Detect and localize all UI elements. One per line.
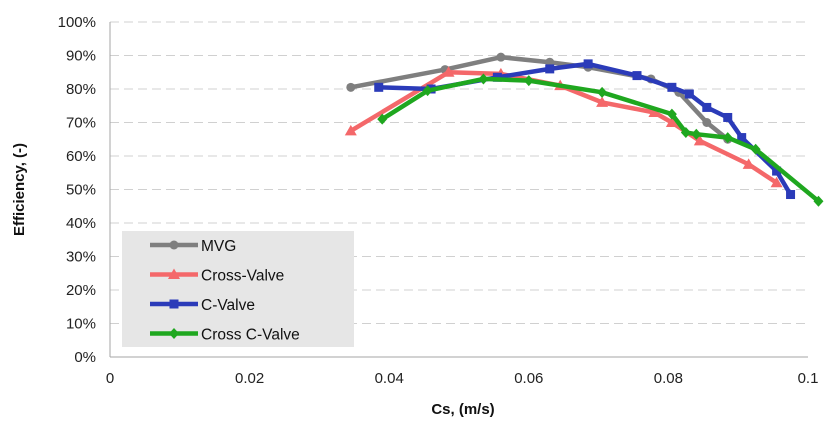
data-point (496, 52, 506, 62)
legend-label: C-Valve (201, 297, 255, 314)
y-tick-label: 70% (66, 115, 96, 132)
legend-swatch-marker (168, 268, 180, 279)
data-point (665, 116, 678, 127)
legend-items: MVG Cross-Valve C-Valve Cross C-Valve (150, 238, 300, 344)
x-tick-label: 0 (106, 370, 114, 387)
data-point (596, 96, 609, 107)
y-tick-label: 20% (66, 282, 96, 299)
x-tick-label: 0.02 (235, 370, 264, 387)
x-tick-label: 0.1 (798, 370, 819, 387)
legend-item: Cross C-Valve (150, 327, 300, 344)
y-tick-label: 90% (66, 48, 96, 65)
axes (109, 22, 808, 358)
data-point (583, 59, 593, 69)
x-tick-label: 0.06 (514, 370, 543, 387)
data-point (722, 132, 733, 144)
data-point (772, 166, 782, 176)
y-tick-label: 10% (66, 316, 96, 333)
data-point (723, 112, 733, 122)
series (377, 73, 824, 207)
data-point (770, 176, 783, 188)
data-point (737, 133, 747, 143)
data-point (666, 108, 677, 120)
data-point (667, 82, 677, 92)
legend-label: Cross-Valve (201, 268, 284, 285)
gridlines (110, 21, 808, 324)
legend: MVG Cross-Valve C-Valve Cross C-Valve (122, 231, 354, 347)
x-axis-title: Cs, (m/s) (431, 401, 494, 418)
data-point (344, 124, 357, 136)
data-point (742, 158, 755, 169)
y-tick-label: 60% (66, 148, 96, 165)
y-tick-label: 40% (66, 215, 96, 232)
data-point (680, 127, 691, 139)
data-point (632, 71, 642, 81)
data-point (346, 82, 356, 92)
data-point (442, 66, 455, 77)
data-point (786, 190, 796, 200)
data-point (813, 195, 824, 207)
legend-swatch-marker (169, 299, 179, 309)
legend-item: Cross-Valve (150, 268, 284, 285)
legend-label: Cross C-Valve (201, 327, 300, 344)
y-tick-label: 0% (74, 349, 96, 366)
legend-item: C-Valve (150, 297, 255, 314)
series-line (379, 76, 821, 204)
y-tick-label: 50% (66, 182, 96, 199)
x-tick-label: 0.08 (654, 370, 683, 387)
data-point (422, 85, 433, 97)
legend-label: MVG (201, 238, 236, 255)
legend-swatch-marker (169, 328, 179, 339)
y-tick-label: 80% (66, 81, 96, 98)
legend-item: MVG (150, 238, 236, 255)
y-tick-label: 30% (66, 249, 96, 266)
data-point (523, 75, 534, 87)
data-point (478, 73, 489, 85)
data-point (702, 118, 712, 127)
x-axis-ticks: 0 0.02 0.04 0.06 0.08 0.1 (106, 370, 819, 387)
data-point (374, 82, 384, 92)
data-point (693, 134, 706, 146)
data-point (648, 106, 661, 117)
data-point (597, 86, 608, 98)
series-line (348, 70, 779, 186)
series-line (376, 61, 793, 197)
y-axis-title: Efficiency, (-) (11, 143, 28, 236)
data-point (545, 64, 555, 74)
data-point (684, 89, 694, 99)
data-point (691, 128, 702, 140)
legend-background (122, 231, 354, 347)
data-point (750, 143, 761, 155)
data-point (377, 113, 388, 125)
y-tick-label: 100% (58, 14, 96, 31)
y-axis-ticks: 0% 10% 20% 30% 40% 50% 60% 70% 80% 90% 100% (58, 14, 96, 366)
legend-swatch-marker (169, 240, 179, 250)
data-point (702, 102, 712, 112)
data-series (344, 52, 824, 207)
x-tick-label: 0.04 (375, 370, 404, 387)
